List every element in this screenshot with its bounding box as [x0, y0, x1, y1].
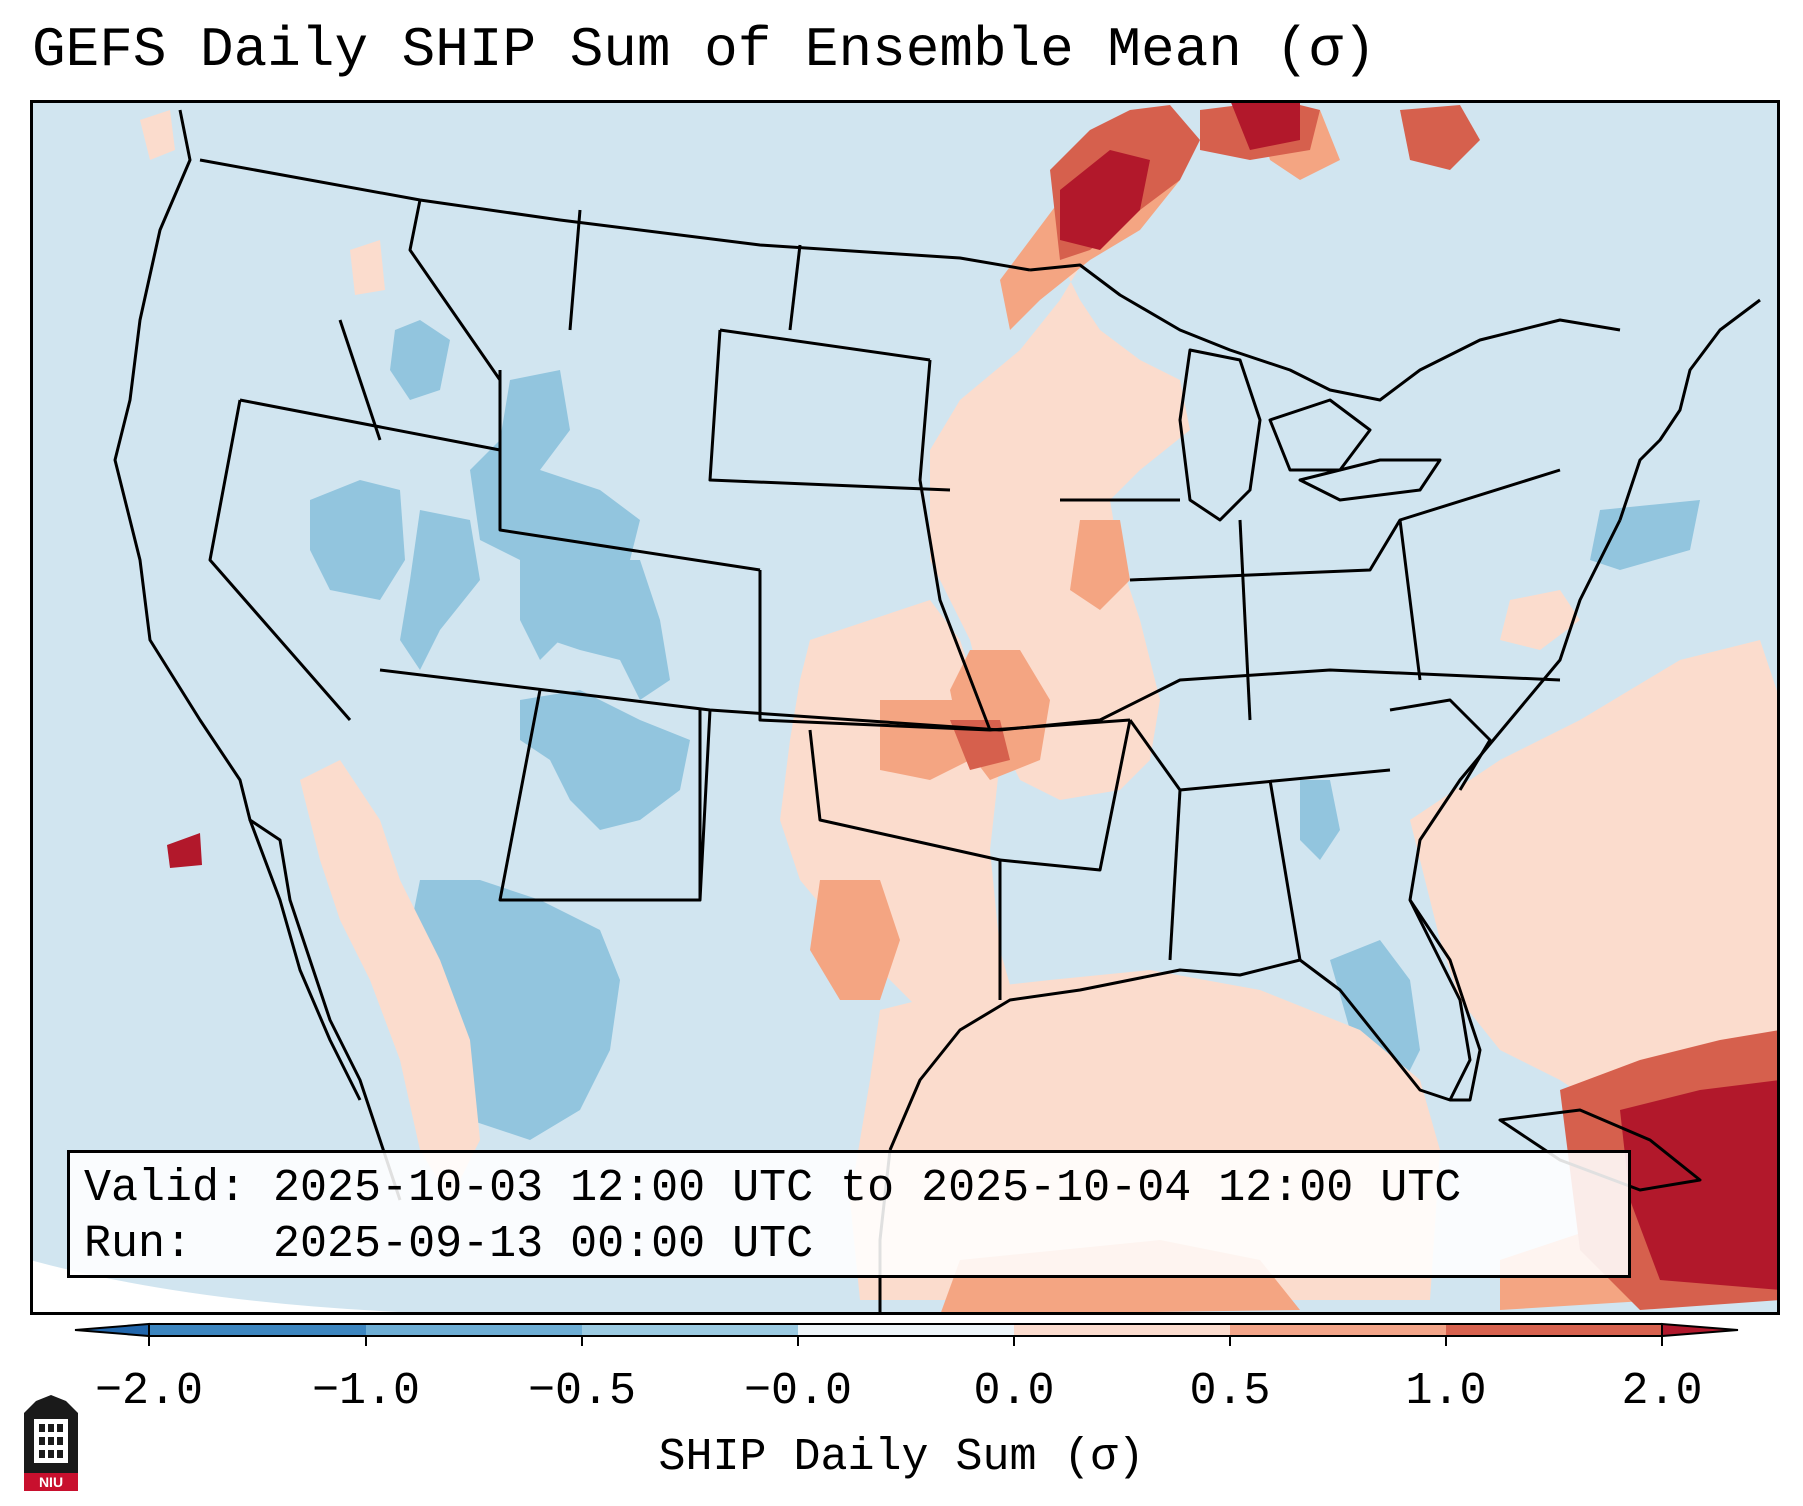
coastlines-and-borders [113, 109, 1761, 1315]
colorbar-tick-label: −1.0 [311, 1366, 421, 1417]
map-title: GEFS Daily SHIP Sum of Ensemble Mean (σ) [32, 18, 1377, 82]
projection-edge [30, 1260, 600, 1315]
colorbar-tick-label: 0.5 [1189, 1366, 1271, 1417]
valid-label: Valid: [84, 1163, 247, 1214]
valid-row: Valid: 2025-10-03 12:00 UTC to 2025-10-0… [84, 1161, 1614, 1217]
run-label: Run: [84, 1219, 193, 1270]
colorbar-tick-label: −2.0 [94, 1366, 204, 1417]
colorbar-segment [149, 1324, 366, 1336]
colorbar-tick-label: −0.5 [527, 1366, 637, 1417]
run-value: 2025-09-13 00:00 UTC [273, 1219, 814, 1270]
map-area [30, 100, 1780, 1315]
colorbar-high-extend [1661, 1322, 1739, 1338]
colorbar-segment [798, 1324, 1014, 1336]
colorbar-tick-label: 1.0 [1405, 1366, 1487, 1417]
colorbar-tick-label: 0.0 [973, 1366, 1055, 1417]
colorbar-tick-label: 2.0 [1621, 1366, 1703, 1417]
niu-logo: NIU [24, 1395, 78, 1491]
run-row: Run: 2025-09-13 00:00 UTC [84, 1217, 1614, 1273]
colorbar [74, 1322, 1739, 1346]
extreme-positive-regions [167, 100, 1780, 1290]
colorbar-segment [366, 1324, 582, 1336]
colorbar-segment [1446, 1324, 1662, 1336]
colorbar-segment [582, 1324, 798, 1336]
validity-box: Valid: 2025-10-03 12:00 UTC to 2025-10-0… [67, 1150, 1631, 1278]
colorbar-label: SHIP Daily Sum (σ) [658, 1432, 1145, 1483]
colorbar-low-extend [74, 1322, 150, 1338]
valid-value: 2025-10-03 12:00 UTC to 2025-10-04 12:00… [273, 1163, 1462, 1214]
colorbar-segment [1014, 1324, 1230, 1336]
colorbar-tick-label: −0.0 [743, 1366, 853, 1417]
logo-text: NIU [39, 1474, 63, 1490]
colorbar-segment [1230, 1324, 1446, 1336]
